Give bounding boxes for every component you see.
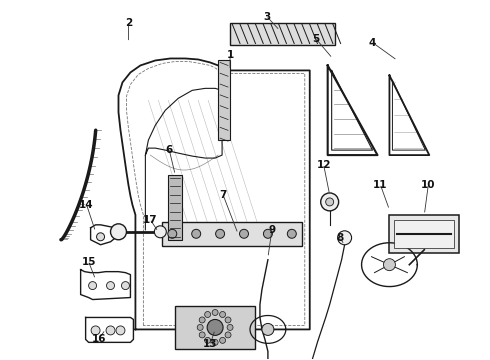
Circle shape xyxy=(321,193,339,211)
Bar xyxy=(175,306,255,349)
Text: 7: 7 xyxy=(220,190,227,200)
Circle shape xyxy=(220,337,225,343)
Circle shape xyxy=(225,317,231,323)
Text: 11: 11 xyxy=(373,180,388,190)
Circle shape xyxy=(207,319,223,336)
Circle shape xyxy=(106,282,115,289)
Circle shape xyxy=(212,339,218,345)
Text: 16: 16 xyxy=(91,334,106,345)
Circle shape xyxy=(97,233,104,241)
Circle shape xyxy=(227,324,233,330)
Circle shape xyxy=(262,323,274,336)
Text: 17: 17 xyxy=(143,215,158,225)
Circle shape xyxy=(205,337,211,343)
Circle shape xyxy=(106,326,115,335)
Circle shape xyxy=(326,198,334,206)
Circle shape xyxy=(220,311,225,318)
Text: 14: 14 xyxy=(79,200,94,210)
Text: 9: 9 xyxy=(269,225,275,235)
Circle shape xyxy=(216,229,224,238)
Circle shape xyxy=(384,259,395,271)
Bar xyxy=(394,220,454,248)
Circle shape xyxy=(116,326,125,335)
Circle shape xyxy=(338,231,352,245)
Text: 1: 1 xyxy=(226,50,234,60)
Circle shape xyxy=(89,282,97,289)
Bar xyxy=(218,60,230,140)
Text: 2: 2 xyxy=(125,18,132,28)
Bar xyxy=(390,215,459,253)
Text: 6: 6 xyxy=(166,145,173,155)
Circle shape xyxy=(225,332,231,338)
Text: 8: 8 xyxy=(336,233,343,243)
Circle shape xyxy=(91,326,100,335)
Circle shape xyxy=(199,317,205,323)
Circle shape xyxy=(212,310,218,315)
Text: 3: 3 xyxy=(263,12,270,22)
Bar xyxy=(162,222,302,246)
Circle shape xyxy=(264,229,272,238)
Text: 4: 4 xyxy=(369,37,376,48)
Text: 15: 15 xyxy=(81,257,96,267)
Circle shape xyxy=(154,226,166,238)
Text: 12: 12 xyxy=(317,160,331,170)
Circle shape xyxy=(192,229,201,238)
Circle shape xyxy=(168,229,177,238)
Text: 10: 10 xyxy=(421,180,436,190)
Circle shape xyxy=(240,229,248,238)
Circle shape xyxy=(111,224,126,240)
Circle shape xyxy=(122,282,129,289)
Circle shape xyxy=(287,229,296,238)
Circle shape xyxy=(199,332,205,338)
Circle shape xyxy=(205,311,211,318)
Text: 5: 5 xyxy=(312,33,319,44)
Text: 13: 13 xyxy=(203,339,218,349)
Bar xyxy=(230,23,335,45)
Bar xyxy=(168,175,182,240)
Circle shape xyxy=(197,324,203,330)
